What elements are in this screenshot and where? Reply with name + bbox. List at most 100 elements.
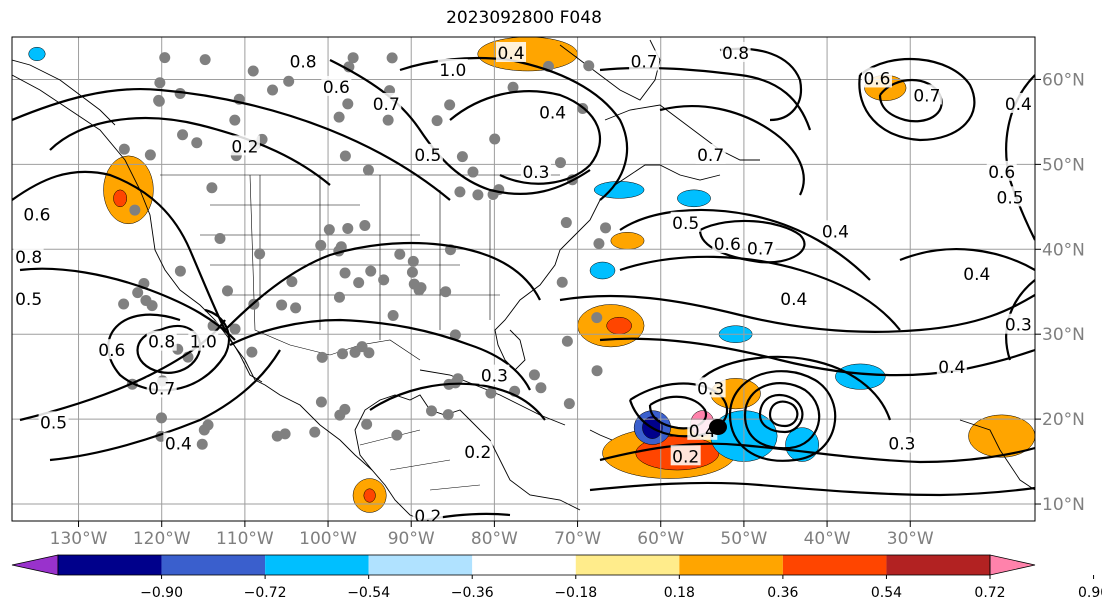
contour-label-4: 0.4 bbox=[498, 44, 525, 64]
station-dot bbox=[286, 276, 298, 288]
station-dot bbox=[279, 428, 291, 440]
plot-frame bbox=[11, 36, 1036, 522]
contour-label-bg-6 bbox=[629, 50, 660, 71]
lat-tick-label-0: 10°N bbox=[1042, 495, 1085, 515]
contour-label-29: 0.8 bbox=[148, 333, 175, 353]
contour-label-17: 0.5 bbox=[672, 214, 699, 234]
station-dot bbox=[563, 398, 575, 410]
shaded-region-21 bbox=[677, 189, 711, 208]
station-dot bbox=[378, 274, 390, 286]
lon-tick-label-3: 100°W bbox=[299, 529, 357, 549]
lon-tick-label-4: 90°W bbox=[388, 529, 435, 549]
colorbar-tick-label-7: 0.54 bbox=[871, 585, 902, 601]
contour-label-bg-4 bbox=[496, 41, 527, 62]
contour-label-34: 0.3 bbox=[481, 367, 508, 387]
colorbar-segment-8 bbox=[886, 555, 990, 575]
station-dot bbox=[386, 52, 398, 64]
station-dot bbox=[337, 348, 349, 360]
lat-tick-label-4: 50°N bbox=[1042, 155, 1085, 175]
contour-label-9: 0.7 bbox=[913, 86, 940, 106]
lat-tick-label-2: 30°N bbox=[1042, 325, 1085, 345]
lon-tick-label-2: 110°W bbox=[216, 529, 274, 549]
colorbar-tick-label-3: −0.36 bbox=[451, 585, 494, 601]
station-dot bbox=[426, 405, 438, 417]
contour-label-25: 0.6 bbox=[23, 205, 50, 225]
station-dot bbox=[315, 239, 327, 251]
contour-label-bg-19 bbox=[745, 237, 776, 258]
station-dot bbox=[316, 351, 328, 363]
contour-label-37: 0.3 bbox=[697, 379, 724, 399]
contour-label-30: 1.0 bbox=[190, 333, 217, 353]
contour-label-22: 0.4 bbox=[780, 290, 807, 310]
station-dot bbox=[315, 396, 327, 408]
station-dot bbox=[444, 99, 456, 111]
station-dot bbox=[452, 373, 464, 385]
colorbar bbox=[11, 554, 1036, 576]
shaded-region-22 bbox=[28, 46, 46, 62]
contour-label-bg-23 bbox=[1003, 313, 1034, 334]
contour-label-bg-17 bbox=[670, 211, 701, 232]
contour-label-bg-25 bbox=[21, 203, 52, 224]
station-dot bbox=[323, 224, 335, 236]
contour-layer bbox=[12, 47, 1035, 521]
station-dot bbox=[593, 238, 605, 250]
lat-tick-label-1: 20°N bbox=[1042, 410, 1085, 430]
colorbar-segment-0 bbox=[58, 555, 162, 575]
contour-label-bg-10 bbox=[1003, 92, 1034, 113]
lon-tick-label-7: 60°W bbox=[637, 529, 684, 549]
station-dot bbox=[342, 98, 354, 110]
station-dot bbox=[591, 312, 603, 324]
station-dot bbox=[356, 341, 368, 353]
colorbar-tick-label-8: 0.72 bbox=[974, 585, 1005, 601]
shaded-region-23 bbox=[610, 232, 645, 250]
shaded-region-3 bbox=[606, 316, 632, 335]
colorbar-segment-1 bbox=[161, 555, 266, 575]
station-dot bbox=[359, 220, 371, 232]
contour-label-12: 0.5 bbox=[414, 146, 441, 166]
colorbar-tick-label-4: −0.18 bbox=[554, 585, 597, 601]
contour-label-15: 0.6 bbox=[988, 163, 1015, 183]
station-dot bbox=[118, 298, 130, 310]
contour-label-bg-33 bbox=[163, 432, 194, 453]
contour-label-bg-1 bbox=[321, 75, 352, 96]
station-dot bbox=[267, 84, 279, 96]
contour-label-bg-34 bbox=[479, 364, 510, 385]
station-dot bbox=[198, 424, 210, 436]
contour-label-bg-21 bbox=[961, 262, 992, 283]
station-dot bbox=[309, 426, 321, 438]
station-dot bbox=[174, 265, 186, 277]
storm-center-marker bbox=[709, 419, 727, 435]
station-dot bbox=[560, 217, 572, 229]
contour-label-bg-32 bbox=[38, 411, 69, 432]
contour-label-40: 0.3 bbox=[888, 435, 915, 455]
chart-title: 2023092800 F048 bbox=[446, 8, 602, 28]
contour-label-bg-28 bbox=[96, 339, 127, 360]
colorbar-segment-2 bbox=[265, 555, 369, 575]
colorbar-tick-labels: −0.90 −0.72 −0.54 −0.36 −0.18 0.18 0.36 0.54 0.7… bbox=[140, 575, 1102, 601]
contour-label-13: 0.3 bbox=[522, 163, 549, 183]
contour-label-bg-18 bbox=[712, 233, 743, 254]
contour-label-28: 0.6 bbox=[98, 341, 125, 361]
contour-label-24: 0.4 bbox=[938, 358, 965, 378]
contour-label-bg-20 bbox=[820, 220, 851, 241]
contour-label-bg-3 bbox=[437, 58, 468, 79]
contour-label-bg-5 bbox=[537, 101, 568, 122]
station-dot bbox=[507, 81, 519, 93]
station-dot bbox=[456, 151, 468, 163]
contour-label-36: 0.2 bbox=[414, 507, 441, 527]
contour-label-bg-39 bbox=[670, 445, 701, 466]
contour-label-27: 0.5 bbox=[15, 290, 42, 310]
shaded-region-14 bbox=[103, 155, 154, 225]
station-dot bbox=[556, 276, 568, 288]
station-dot bbox=[365, 265, 377, 277]
station-dot bbox=[221, 285, 233, 297]
station-dot bbox=[391, 429, 403, 441]
station-dot bbox=[140, 294, 152, 306]
lon-tick-label-1: 120°W bbox=[133, 529, 191, 549]
colorbar-tick-label-1: −0.72 bbox=[244, 585, 287, 601]
station-dot bbox=[339, 267, 351, 279]
colorbar-segment-4 bbox=[472, 555, 576, 575]
station-dot bbox=[362, 164, 374, 176]
station-dot bbox=[347, 52, 359, 64]
colorbar-tick-label-5: 0.18 bbox=[664, 585, 695, 601]
